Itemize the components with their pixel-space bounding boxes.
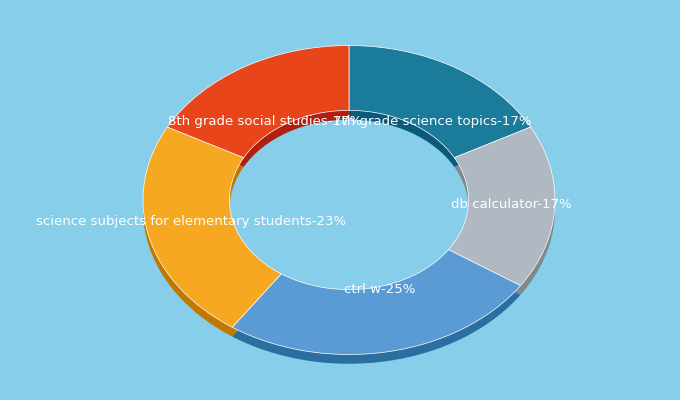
Wedge shape — [143, 127, 282, 327]
Text: science subjects for elementary students-23%: science subjects for elementary students… — [36, 215, 346, 228]
Wedge shape — [167, 55, 349, 167]
Text: 7th grade science topics-17%: 7th grade science topics-17% — [333, 115, 532, 128]
Wedge shape — [167, 46, 349, 158]
Text: db calculator-17%: db calculator-17% — [452, 198, 572, 211]
Wedge shape — [349, 55, 530, 167]
Wedge shape — [232, 250, 520, 354]
Text: ctrl w-25%: ctrl w-25% — [344, 283, 415, 296]
Text: 8th grade social studies-17%: 8th grade social studies-17% — [169, 115, 362, 128]
Wedge shape — [449, 127, 555, 286]
Wedge shape — [449, 136, 555, 295]
Wedge shape — [232, 259, 520, 364]
Wedge shape — [349, 46, 530, 158]
Wedge shape — [143, 136, 282, 336]
